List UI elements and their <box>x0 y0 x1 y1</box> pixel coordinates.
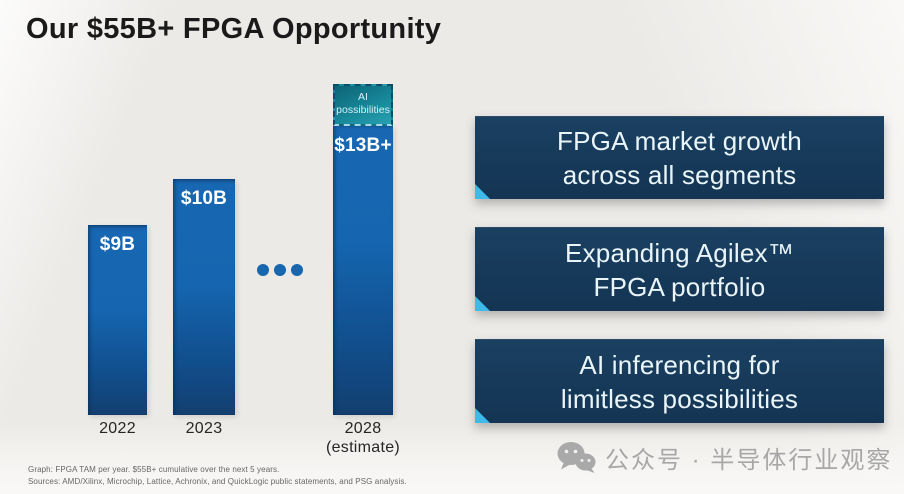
callout-market-growth: FPGA market growth across all segments <box>475 116 884 199</box>
bar-2023: $10B <box>173 179 235 415</box>
bar-2028-group: AI possibilities $13B+ <box>333 84 393 415</box>
gap-ellipsis-icon <box>257 264 303 276</box>
bar-2028: $13B+ <box>333 126 393 415</box>
callout-agilex-portfolio: Expanding Agilex™ FPGA portfolio <box>475 227 884 311</box>
footnote-sources: Sources: AMD/Xilinx, Microchip, Lattice,… <box>28 476 407 486</box>
footnote-graph: Graph: FPGA TAM per year. $55B+ cumulati… <box>28 465 280 474</box>
watermark-text: 公众号 · 半导体行业观察 <box>605 446 893 474</box>
bar-2028-value-label: $13B+ <box>334 135 392 156</box>
callout-line: FPGA market growth <box>557 126 802 156</box>
ellipsis-dot <box>274 264 286 276</box>
ai-possibilities-segment: AI possibilities <box>333 84 393 126</box>
callout-line: Expanding Agilex™ <box>565 237 794 268</box>
wechat-icon <box>557 442 596 473</box>
ai-segment-label-line1: AI <box>358 91 368 103</box>
x-axis-label-2022: 2022 <box>99 420 136 437</box>
bar-2023-value-label: $10B <box>180 188 228 209</box>
page-title: Our $55B+ FPGA Opportunity <box>26 13 442 45</box>
watermark: 公众号 · 半导体行业观察 <box>556 438 892 476</box>
x-axis-label-2023: 2023 <box>185 420 223 437</box>
callout-line: across all segments <box>562 160 797 190</box>
callout-line: AI inferencing for <box>579 349 780 380</box>
ellipsis-dot <box>257 264 269 276</box>
callout-ai-inferencing: AI inferencing for limitless possibiliti… <box>475 339 884 423</box>
bar-2022: $9B <box>88 225 147 415</box>
footnotes: Graph: FPGA TAM per year. $55B+ cumulati… <box>28 464 407 487</box>
ai-segment-label-line2: possibilities <box>336 104 390 116</box>
callout-line: FPGA portfolio <box>593 271 766 302</box>
ellipsis-dot <box>291 264 303 276</box>
bar-2022-value-label: $9B <box>99 234 136 255</box>
x-axis-label-2028: 2028 (estimate) <box>325 420 401 456</box>
callout-line: limitless possibilities <box>560 383 799 414</box>
